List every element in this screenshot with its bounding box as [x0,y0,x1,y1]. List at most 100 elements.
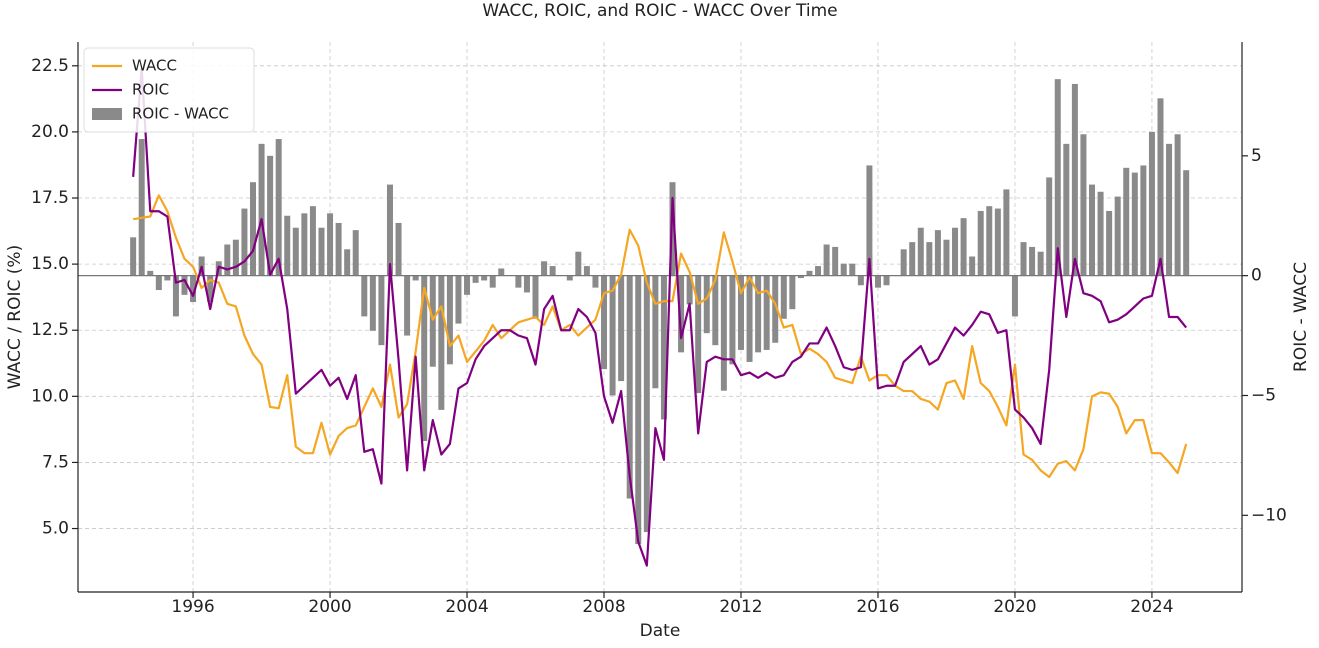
y2-tick-label: 5 [1251,146,1262,166]
bar [532,275,539,319]
bar [155,275,162,291]
bar [181,275,188,295]
legend-label: WACC [132,57,177,75]
bar [1089,184,1096,276]
bar [369,275,376,331]
y-tick-label: 20.0 [31,122,69,142]
bar [241,208,248,276]
bar [695,275,702,394]
bar [746,275,753,362]
legend: WACC ROIC ROIC - WACC [83,47,255,133]
bar [275,139,282,276]
bar [190,275,197,303]
bar [147,270,154,276]
bar [660,275,667,420]
bar [284,215,291,276]
bar [1020,242,1027,276]
y-tick-label: 22.5 [31,56,69,76]
bar [267,155,274,276]
bar [464,275,471,295]
bar [455,275,462,324]
bar [1011,275,1018,317]
bar [678,275,685,353]
bar [138,139,145,276]
x-axis-label: Date [640,621,681,641]
bar [249,182,256,276]
bar [686,275,693,305]
bar [549,266,556,276]
bar [1166,143,1173,276]
bar [994,208,1001,276]
bar [797,275,804,279]
y2-tick-label: 0 [1251,266,1262,286]
bar [643,275,650,533]
bar [1046,177,1053,276]
bar [412,275,419,281]
x-tick-label: 2004 [445,597,488,617]
bar [1063,143,1070,276]
bar [164,275,171,281]
y2-axis-label: ROIC - WACC [1291,262,1311,372]
bar [609,275,616,396]
bar [635,275,642,545]
bar [1054,79,1061,276]
bar [1003,189,1010,276]
bar [866,165,873,276]
line [132,194,1188,479]
bar [763,275,770,350]
bar [857,275,864,286]
x-tick-label: 2008 [582,597,625,617]
bar [327,213,334,276]
bar [207,275,214,303]
bar [626,275,633,499]
bar [1114,196,1121,276]
y2-tick-label: −5 [1251,385,1276,405]
bar [232,239,239,276]
y-tick-label: 17.5 [31,188,69,208]
bar [404,275,411,336]
bar [986,206,993,276]
y-tick-label: 5.0 [42,519,69,539]
y-tick-label: 10.0 [31,386,69,406]
bar [874,275,881,288]
bar [1080,134,1087,276]
bar [618,275,625,382]
bar [335,222,342,276]
bar [395,222,402,276]
bar [258,143,265,276]
x-tick-label: 1996 [171,597,214,617]
bar [969,256,976,276]
bar [943,239,950,276]
bar [909,242,916,276]
y-tick-label: 15.0 [31,254,69,274]
bar [489,275,496,288]
y2-tick-label: −10 [1251,505,1287,525]
line [132,67,1188,567]
y-tick-label: 7.5 [42,452,69,472]
bar [352,230,359,276]
bar [361,275,368,317]
bar [1106,210,1113,276]
bar [566,275,573,281]
bar [541,261,548,276]
bar [601,275,608,370]
bar [789,275,796,310]
bar [737,275,744,350]
bar [1071,83,1078,276]
legend-label: ROIC [132,81,169,99]
bar [772,275,779,343]
bar [729,275,736,365]
bar [926,242,933,276]
bar [780,275,787,319]
bar [823,244,830,276]
bar [592,275,599,288]
bar [1174,134,1181,276]
bar [703,275,710,334]
bar [1123,167,1130,276]
bar [224,244,231,276]
bar [438,275,445,410]
bar [917,227,924,276]
bar [1131,172,1138,276]
bar [712,275,719,346]
bar [583,266,590,276]
